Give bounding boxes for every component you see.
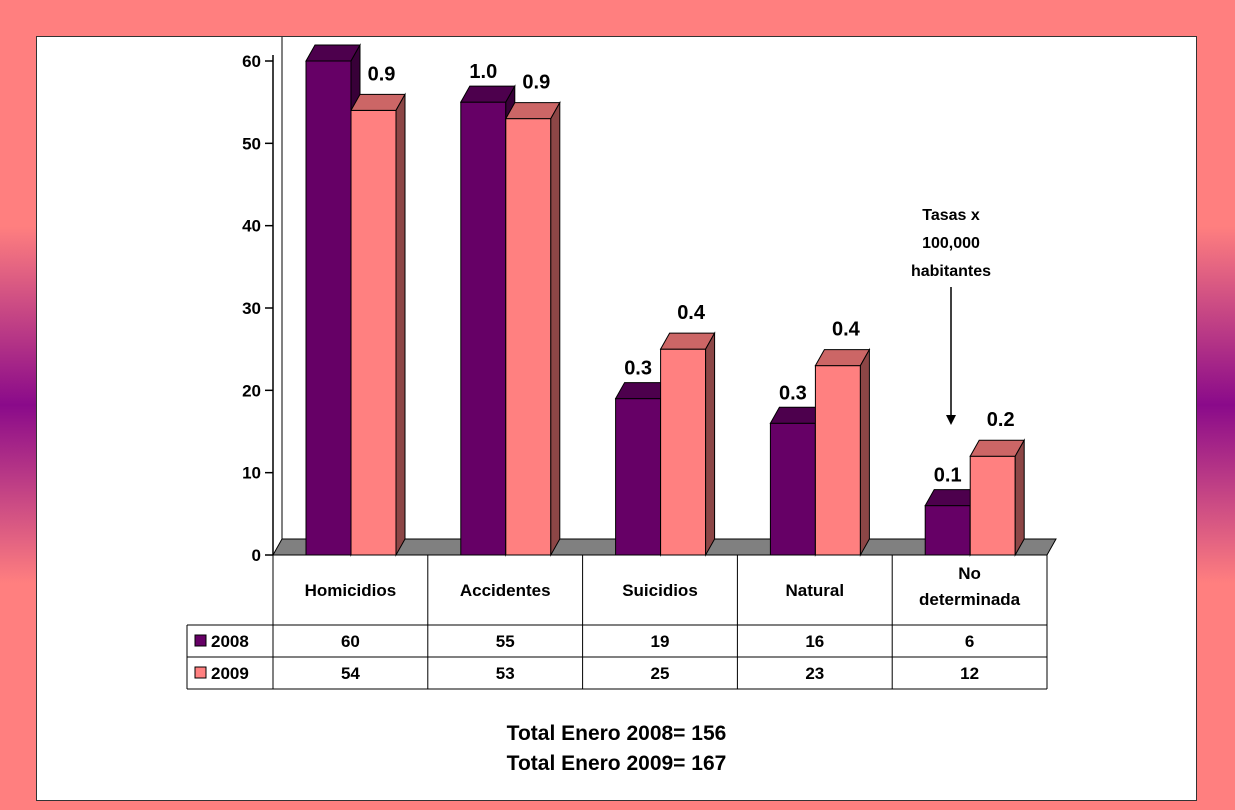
y-tick-label: 60 (242, 52, 261, 71)
bar-2009-front (969, 455, 1016, 556)
table-value-2009: 23 (805, 664, 824, 683)
y-tick-label: 40 (242, 217, 261, 236)
bar-2009-side (859, 347, 870, 557)
legend-swatch-2009 (194, 666, 207, 679)
annotation-text: habitantes (911, 263, 991, 280)
totals-block: Total Enero 2008= 156 Total Enero 2009= … (37, 719, 1196, 779)
table-value-2008: 60 (341, 632, 360, 651)
table-value-2009: 12 (960, 664, 979, 683)
bar-2009-side (550, 100, 561, 557)
rate-label-2008: 1.0 (469, 61, 497, 83)
category-label: Natural (786, 581, 845, 600)
table-value-2009: 25 (651, 664, 670, 683)
annotation-text: Tasas x (922, 207, 980, 224)
bar-2009-side (1014, 438, 1025, 557)
bar-2009-side (705, 331, 716, 557)
y-tick-label: 20 (242, 381, 261, 400)
y-tick-label: 30 (242, 299, 261, 318)
rate-label-2009: 0.2 (987, 409, 1015, 431)
bar-2008-front (305, 60, 352, 556)
category-label: No (958, 564, 981, 583)
y-tick-label: 10 (242, 464, 261, 483)
rate-label-2008: 0.1 (934, 465, 962, 487)
legend-label-2008: 2008 (211, 632, 249, 651)
bar-2009-front (350, 109, 397, 556)
category-label: Accidentes (460, 581, 551, 600)
table-value-2008: 19 (651, 632, 670, 651)
category-label: determinada (919, 590, 1021, 609)
bar-2008-front (615, 398, 662, 556)
bar-chart: 0 10 20 30 40 50 60 1.1 0.9 1.0 0.9 0.3 0.4 0.3 0.4 0.1… (186, 37, 1057, 690)
total-2009: Total Enero 2009= 167 (506, 752, 727, 775)
table-value-2008: 16 (805, 632, 824, 651)
table-value-2009: 53 (496, 664, 515, 683)
bar-2008-front (460, 101, 507, 556)
bar-2009-front (660, 348, 707, 556)
legend-label-2009: 2009 (211, 664, 249, 683)
rate-label-2009: 0.9 (368, 63, 396, 85)
bar-2009-front (505, 118, 552, 556)
total-2008: Total Enero 2008= 156 (506, 722, 727, 745)
bar-2009-side (395, 92, 406, 557)
category-label: Homicidios (305, 581, 397, 600)
legend-swatch-2008 (194, 634, 207, 647)
rate-label-2008: 1.1 (315, 37, 343, 42)
rate-label-2009: 0.4 (832, 319, 861, 341)
rate-label-2009: 0.9 (522, 72, 550, 94)
rate-label-2009: 0.4 (677, 302, 706, 324)
y-tick-label: 50 (242, 134, 261, 153)
bar-2008-front (924, 505, 971, 556)
annotation-text: 100,000 (922, 235, 980, 252)
table-value-2009: 54 (341, 664, 360, 683)
table-value-2008: 6 (965, 632, 974, 651)
annotation-arrow-head (946, 415, 956, 425)
rate-label-2008: 0.3 (779, 382, 807, 404)
category-label: Suicidios (622, 581, 698, 600)
chart-panel: 0 10 20 30 40 50 60 1.1 0.9 1.0 0.9 0.3 0.4 0.3 0.4 0.1… (36, 36, 1197, 801)
table-value-2008: 55 (496, 632, 515, 651)
bar-2008-front (769, 422, 816, 556)
y-tick-label: 0 (252, 546, 261, 565)
rate-label-2008: 0.3 (624, 358, 652, 380)
bar-2009-front (814, 365, 861, 556)
